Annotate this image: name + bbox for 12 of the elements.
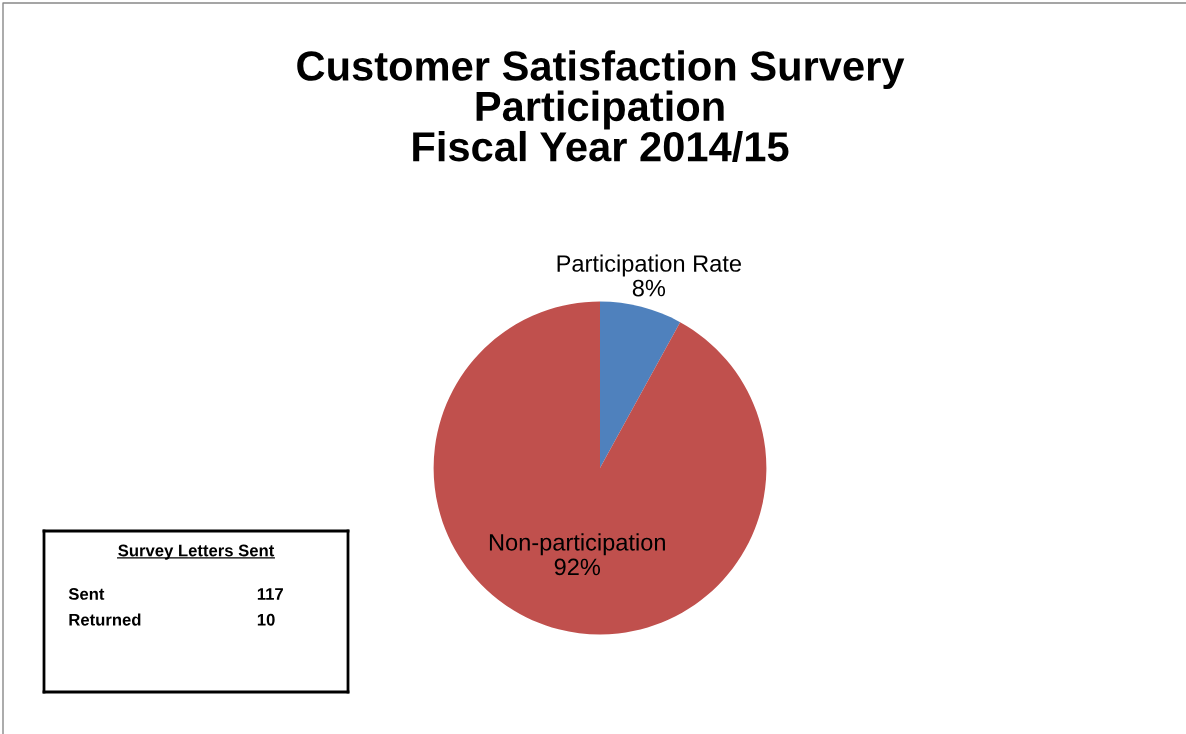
slice-label: Participation Rate [557,254,741,277]
chart-title: Customer Satisfaction Survery Participation Fiscal Year 2014/15 [297,50,905,162]
text: Survey Letters Sent [118,544,275,560]
text: 117 [257,588,283,600]
category-label: Returned [69,613,141,626]
data-label: 92% [554,558,601,576]
pie-slice [600,301,681,468]
category-label: Sent [68,588,105,600]
pie-slice [433,301,767,635]
text: 10 [257,613,275,626]
slice-label: Non-participation [489,533,665,556]
data-label: 8% [632,279,666,297]
